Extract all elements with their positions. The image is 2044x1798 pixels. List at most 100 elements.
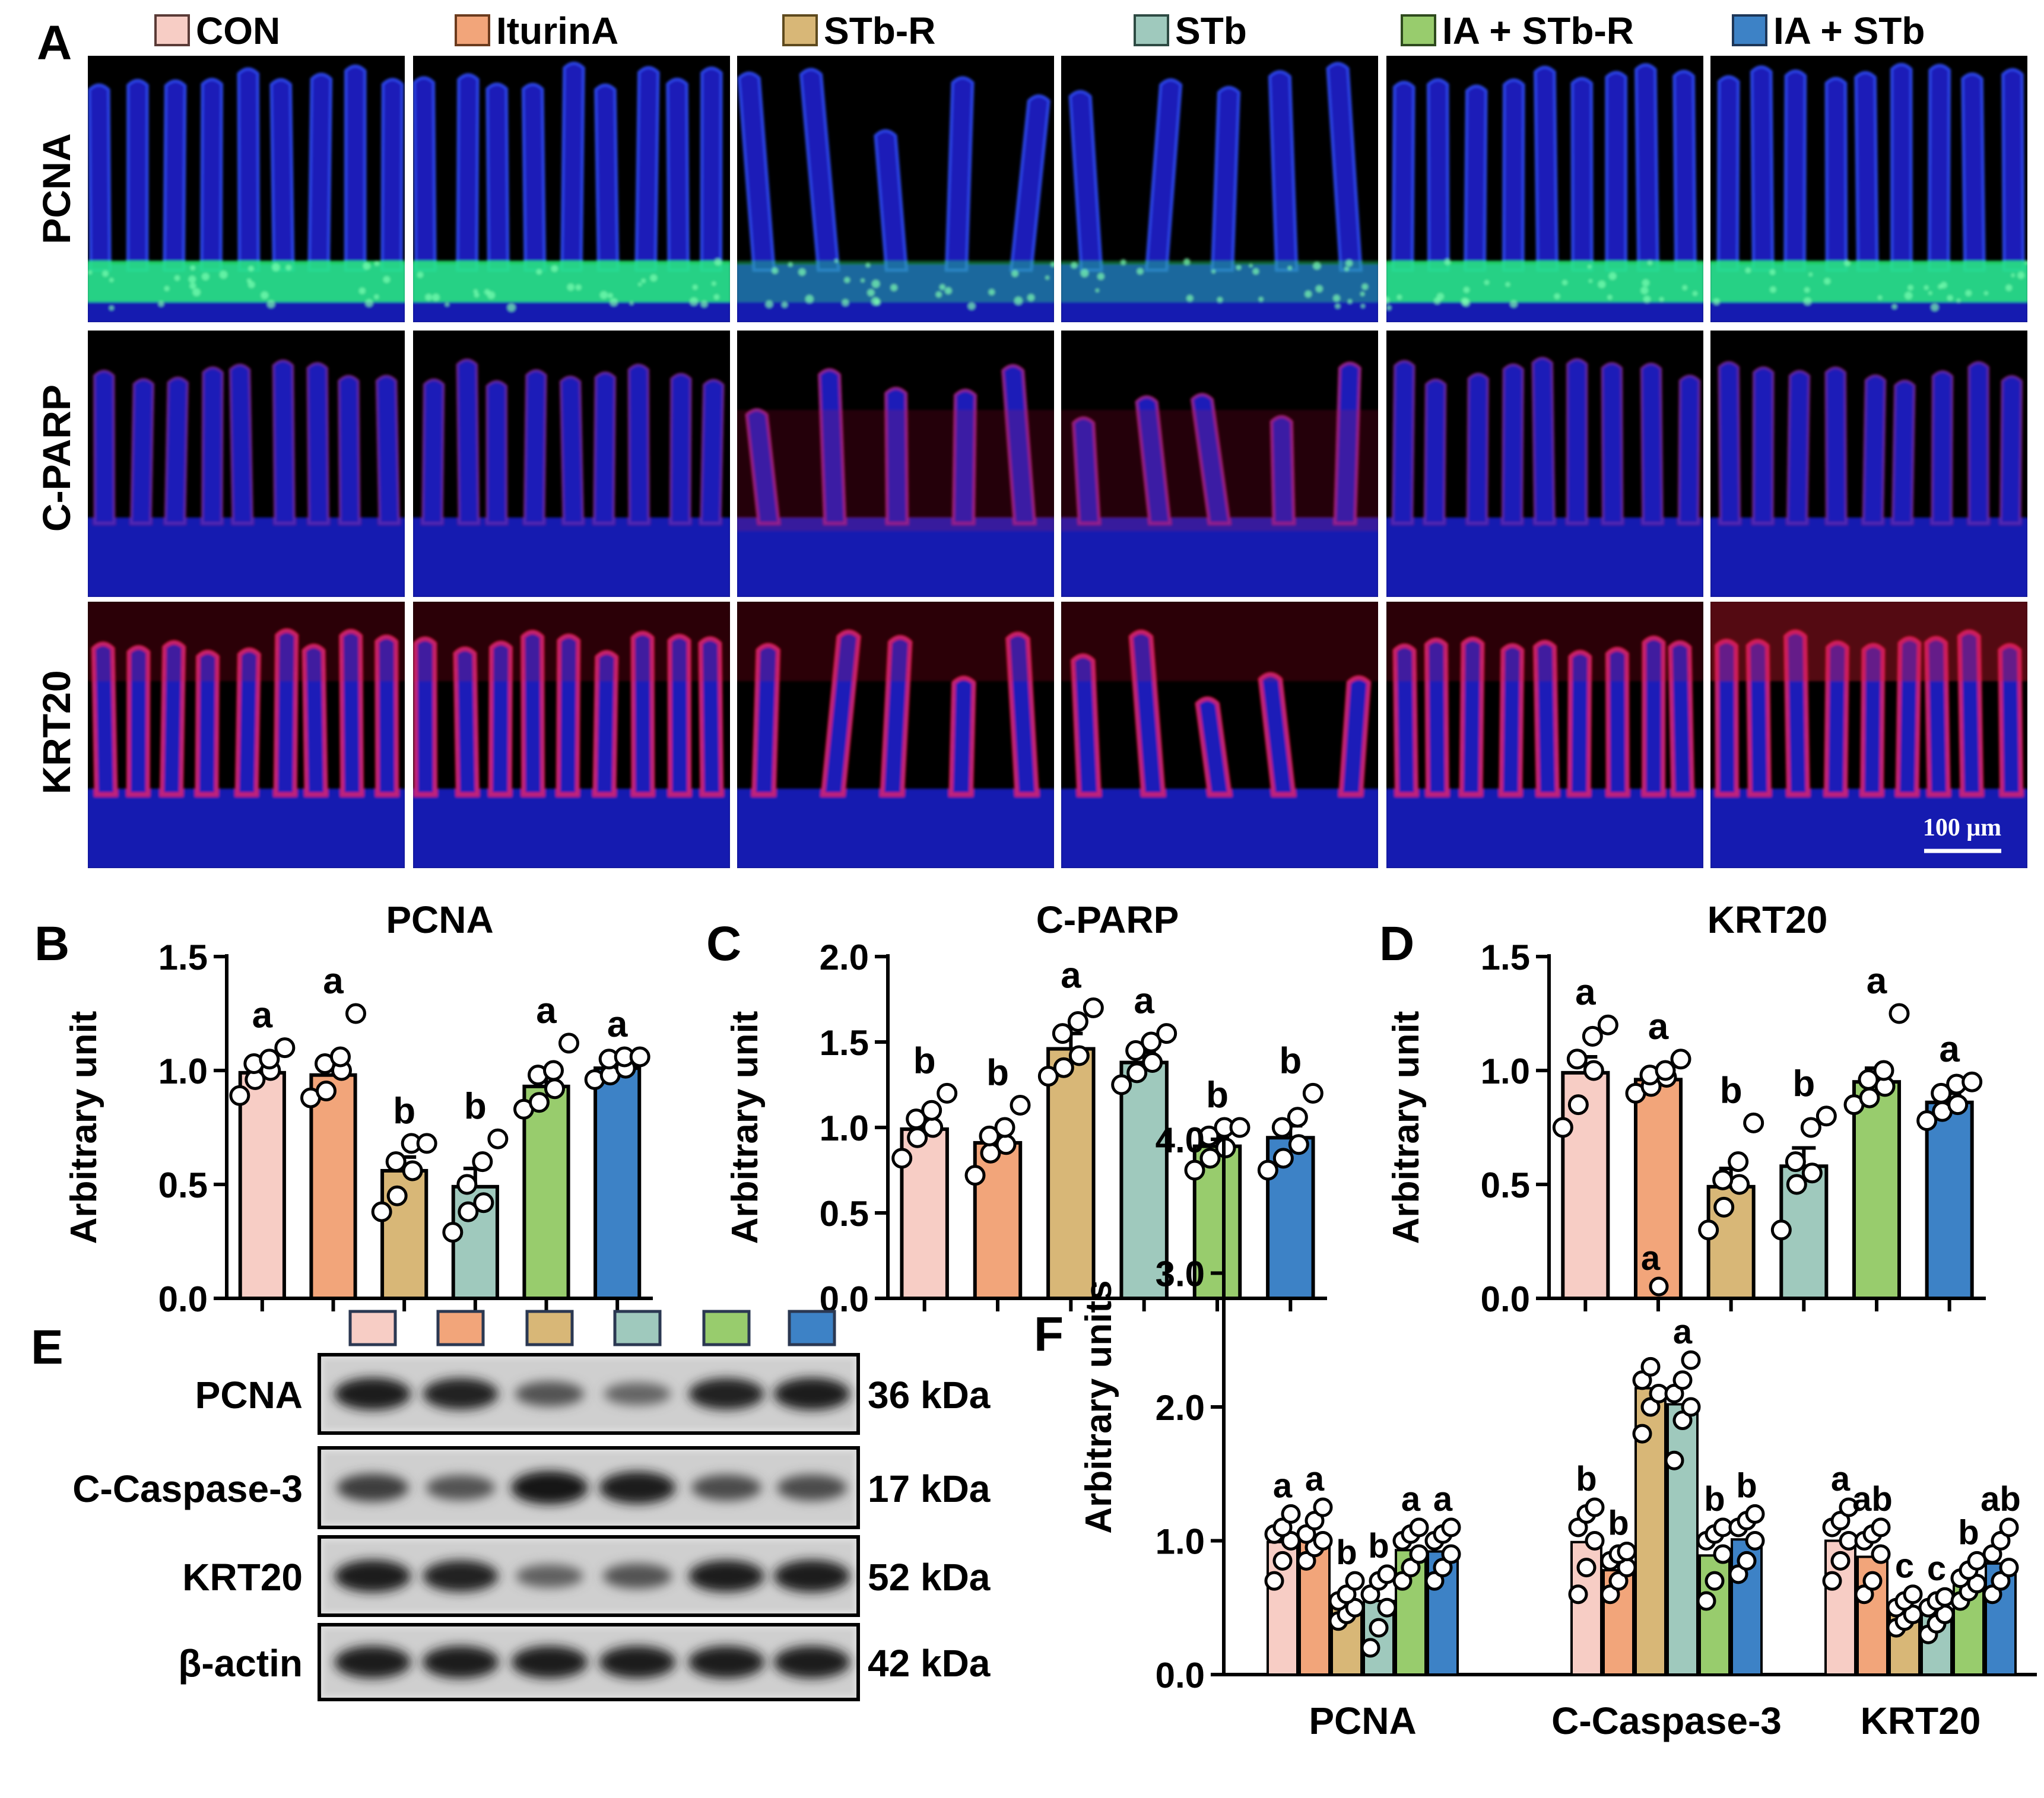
data-point	[544, 1078, 565, 1100]
micrograph-villus	[87, 83, 112, 272]
micrograph-villus	[1464, 84, 1488, 272]
chart-title: PCNA	[386, 898, 493, 941]
micrograph-villus	[669, 372, 693, 525]
micrograph-pcna-dot	[102, 270, 109, 277]
y-tick-label: 1.5	[820, 1023, 869, 1063]
micrograph-villus-core	[669, 373, 691, 525]
micrograph-border	[85, 53, 407, 325]
micrograph-villus	[1423, 378, 1448, 525]
data-point	[1156, 1023, 1177, 1044]
micrograph-tissue	[412, 61, 731, 323]
micrograph-border	[1708, 328, 2030, 599]
micrograph-villus-core	[1784, 70, 1806, 271]
data-point	[487, 1128, 509, 1149]
micrograph-villus	[412, 76, 437, 272]
scale-bar: 100 μm	[1923, 814, 2001, 853]
data-point	[458, 1201, 479, 1222]
micrograph-villus	[199, 78, 224, 272]
micrograph-pcna-dot	[365, 299, 373, 307]
data-point	[1931, 1082, 1952, 1104]
micrograph-pcna-dot	[1333, 294, 1340, 302]
data-point	[1737, 1551, 1757, 1571]
micrograph-villus-core	[628, 364, 650, 525]
micrograph-pcna-dot	[890, 284, 898, 291]
significance-letter: b	[1336, 1533, 1357, 1572]
significance-letter: b	[1368, 1527, 1389, 1565]
micrograph-pcna-dot	[988, 288, 995, 296]
micrograph-villus	[521, 82, 547, 272]
micrograph-pcna-dot	[610, 298, 618, 306]
significance-letter: b	[986, 1053, 1009, 1094]
micrograph-villus	[1930, 370, 1954, 525]
micrograph-villus-core	[1855, 72, 1878, 271]
micrograph-pcna-dot	[174, 275, 180, 281]
blot-kda-c-caspase-3: 17 kDa	[868, 1467, 991, 1510]
micrograph-crypt-layer	[87, 789, 406, 869]
micrograph-cparp-glow	[736, 409, 1055, 531]
panel-letter-f: F	[1034, 1307, 1064, 1361]
micrograph-villus	[421, 378, 446, 525]
micrograph-villus-core	[127, 80, 148, 271]
data-point	[1010, 1095, 1031, 1116]
legend-item-stb-r: STb-R	[782, 9, 935, 52]
micrograph-pcna-dot	[1844, 259, 1851, 266]
micrograph-pcna-dot	[1386, 305, 1392, 310]
micrograph-villus	[665, 77, 690, 272]
panel-letter-b: B	[34, 917, 69, 971]
micrograph-c-parp-stb	[1059, 328, 1380, 599]
bar-iturina	[309, 1073, 357, 1301]
blot-swatch-ia-stb	[788, 1310, 836, 1346]
micrograph-pcna-dot	[608, 293, 613, 298]
micrograph-villus	[2001, 68, 2025, 272]
micrograph-pcna-dot	[1804, 287, 1810, 293]
significance-letter: b	[1720, 1070, 1743, 1111]
data-point	[964, 1165, 986, 1186]
micrograph-tissue	[1060, 601, 1379, 869]
micrograph-pcna-dot	[1642, 279, 1650, 287]
data-point	[1583, 1060, 1604, 1081]
data-point	[1664, 1450, 1684, 1470]
micrograph-villus-core	[1601, 363, 1623, 525]
data-point	[1859, 1087, 1880, 1108]
micrograph-villus-core	[1640, 363, 1663, 525]
legend-swatch-stb-r	[782, 14, 818, 46]
micrograph-pcna-dot	[1931, 303, 1939, 312]
y-tick-label: 1.0	[820, 1108, 869, 1148]
data-point	[1302, 1082, 1323, 1104]
y-axis-label: Arbitrary unit	[64, 1011, 104, 1244]
significance-letter: b	[1576, 1460, 1597, 1498]
blot-band	[334, 1377, 411, 1411]
micrograph-villus-core	[1135, 396, 1171, 525]
significance-letter: a	[1433, 1480, 1453, 1519]
micrograph-pcna-dot	[374, 261, 380, 266]
micrograph-pcna-dot	[1877, 295, 1883, 300]
blot-band	[599, 1645, 676, 1679]
data-point	[1360, 1638, 1380, 1658]
micrograph-c-parp-iturina	[411, 328, 732, 599]
micrograph-pcna-dot	[1640, 287, 1649, 294]
micrograph-pcna-dot	[944, 287, 952, 294]
micrograph-pcna-dot	[1905, 291, 1913, 300]
micrograph-villus	[163, 376, 189, 525]
micrograph-pcna-band	[736, 261, 1055, 303]
micrograph-pcna-dot	[1956, 298, 1961, 303]
data-point	[416, 1133, 437, 1154]
blot-band	[511, 1471, 588, 1504]
data-point	[1184, 1160, 1205, 1181]
micrograph-villus-core	[381, 78, 403, 271]
micrograph-villus-core	[700, 67, 722, 271]
micrograph-villus	[1570, 77, 1594, 272]
data-point	[1409, 1517, 1429, 1537]
blot-band	[688, 1560, 764, 1592]
micrograph-pcna-dot	[1045, 275, 1049, 280]
micrograph-pcna-band	[412, 261, 731, 303]
legend-label-stb: STb	[1175, 9, 1247, 52]
significance-letter: ab	[1980, 1480, 2021, 1519]
row-label-c-parp: C-PARP	[34, 385, 78, 532]
micrograph-villus	[1961, 72, 1986, 272]
data-point	[1271, 1117, 1293, 1138]
micrograph-pcna-dot	[842, 299, 849, 306]
blot-band	[511, 1645, 588, 1679]
micrograph-villus-core	[456, 74, 479, 271]
micrograph-pcna-dot	[1095, 288, 1099, 293]
